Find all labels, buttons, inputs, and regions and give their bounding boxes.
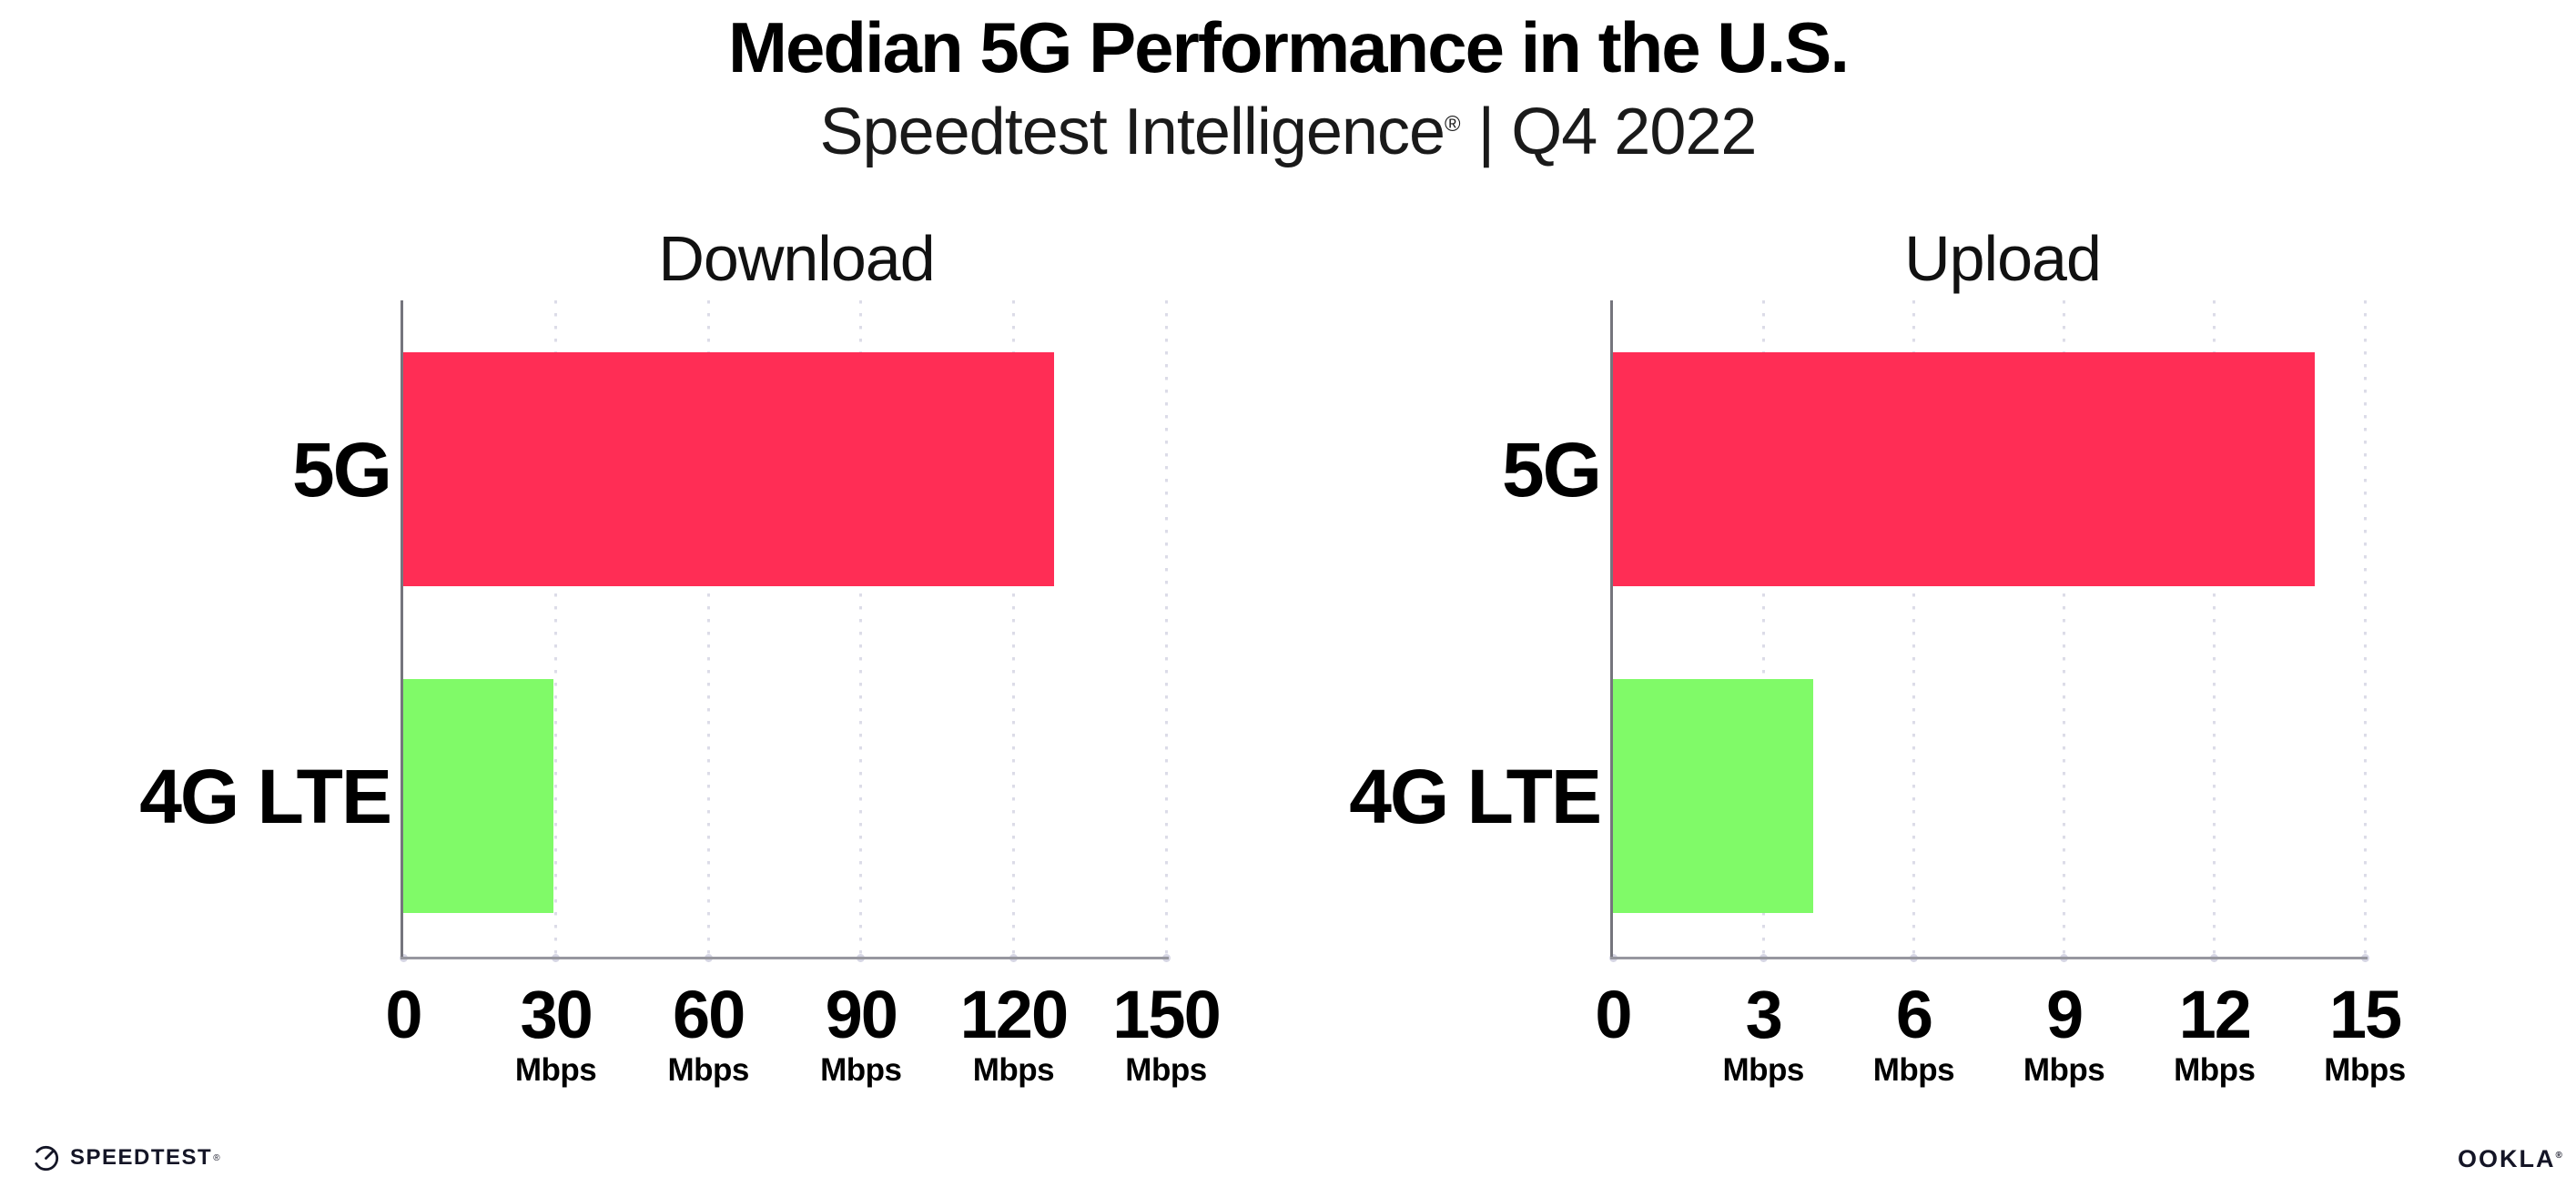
x-tick-unit-3: Mbps	[1722, 1052, 1804, 1088]
download-category-label-4g-lte: 4G LTE	[139, 753, 392, 839]
speedtest-logo-text: SPEEDTEST	[70, 1145, 213, 1170]
x-tick-label-3: 3	[1745, 977, 1783, 1052]
upload-category-label-4g-lte: 4G LTE	[1349, 753, 1602, 839]
speedtest-registered-mark: ®	[213, 1152, 220, 1163]
download-bar-5g	[403, 352, 1055, 586]
gridline-9	[2063, 300, 2066, 959]
gridline-60	[706, 300, 710, 959]
x-tick-label-90: 90	[825, 977, 898, 1052]
gridline-12	[2213, 300, 2216, 959]
x-tick-label-6: 6	[1895, 977, 1933, 1052]
x-tick-label-120: 120	[959, 977, 1069, 1052]
download-category-label-5g: 5G	[291, 426, 392, 512]
x-tick-unit-15: Mbps	[2324, 1052, 2406, 1088]
speedtest-gauge-icon	[33, 1145, 59, 1171]
upload-bar-4g-lte	[1613, 679, 1814, 913]
upload-bar-5g	[1613, 352, 2315, 586]
download-chart-title: Download	[658, 223, 935, 294]
x-tick-label-0: 0	[385, 977, 422, 1052]
gridline-90	[859, 300, 863, 959]
upload-x-axis	[1610, 957, 2368, 959]
gridline-6	[1912, 300, 1915, 959]
x-tick-unit-30: Mbps	[514, 1052, 597, 1088]
x-tick-unit-9: Mbps	[2023, 1052, 2105, 1088]
x-tick-label-60: 60	[673, 977, 745, 1052]
x-tick-unit-6: Mbps	[1872, 1052, 1955, 1088]
x-tick-label-12: 12	[2178, 977, 2252, 1052]
download-bar-4g-lte	[403, 679, 553, 913]
ookla-logo: OOKLA®	[2458, 1145, 2562, 1173]
page-subtitle: Speedtest Intelligence® | Q4 2022	[0, 96, 2576, 168]
gridline-120	[1011, 300, 1015, 959]
registered-mark: ®	[1445, 112, 1460, 137]
ookla-registered-mark: ®	[2555, 1151, 2564, 1161]
x-tick-label-30: 30	[520, 977, 593, 1052]
x-tick-unit-60: Mbps	[667, 1052, 749, 1088]
gridline-3	[1761, 300, 1765, 959]
gridline-150	[1164, 300, 1168, 959]
download-x-axis	[401, 957, 1169, 959]
x-tick-unit-120: Mbps	[972, 1052, 1055, 1088]
x-tick-label-150: 150	[1112, 977, 1221, 1052]
upload-category-label-5g: 5G	[1501, 426, 1602, 512]
x-tick-label-15: 15	[2328, 977, 2402, 1052]
gridline-30	[554, 300, 558, 959]
upload-chart-title: Upload	[1904, 223, 2102, 294]
page-title: Median 5G Performance in the U.S.	[728, 7, 1850, 87]
x-tick-unit-90: Mbps	[820, 1052, 902, 1088]
x-tick-label-0: 0	[1595, 977, 1632, 1052]
subtitle-brand: Speedtest Intelligence	[819, 96, 1446, 168]
download-y-axis	[401, 300, 403, 959]
ookla-logo-text: OOKLA	[2458, 1145, 2556, 1172]
x-tick-label-9: 9	[2046, 977, 2084, 1052]
upload-y-axis	[1610, 300, 1613, 959]
gridline-15	[2363, 300, 2367, 959]
subtitle-period: | Q4 2022	[1477, 96, 1758, 168]
x-tick-unit-12: Mbps	[2174, 1052, 2256, 1088]
x-tick-unit-150: Mbps	[1125, 1052, 1207, 1088]
speedtest-logo: SPEEDTEST ®	[32, 1143, 220, 1172]
